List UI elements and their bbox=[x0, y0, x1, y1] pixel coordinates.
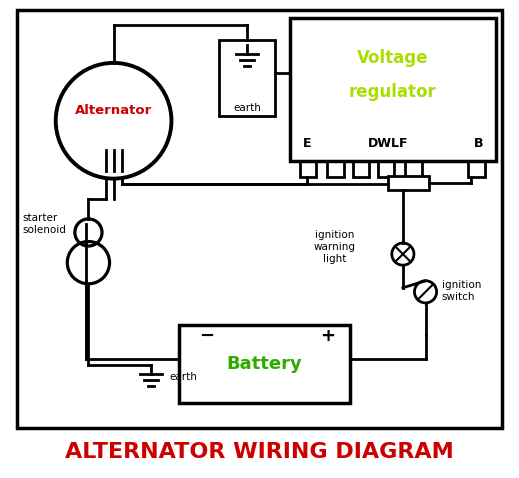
Text: DWLF: DWLF bbox=[367, 137, 408, 150]
Bar bbox=[327, 161, 344, 177]
Bar bbox=[300, 161, 317, 177]
Bar bbox=[378, 161, 394, 177]
Text: earth: earth bbox=[233, 103, 261, 113]
Bar bbox=[388, 176, 429, 190]
Bar bbox=[290, 18, 496, 161]
Text: B: B bbox=[474, 137, 483, 150]
Bar bbox=[405, 161, 422, 177]
Text: earth: earth bbox=[169, 372, 197, 382]
Text: E: E bbox=[303, 137, 311, 150]
Text: starter
solenoid: starter solenoid bbox=[22, 213, 66, 235]
Bar bbox=[468, 161, 485, 177]
Text: Battery: Battery bbox=[227, 355, 303, 372]
Text: Alternator: Alternator bbox=[75, 104, 152, 117]
Bar bbox=[179, 325, 350, 402]
Text: ignition
switch: ignition switch bbox=[442, 280, 481, 302]
Bar bbox=[17, 10, 502, 428]
Text: ALTERNATOR WIRING DIAGRAM: ALTERNATOR WIRING DIAGRAM bbox=[65, 442, 454, 462]
Text: Voltage: Voltage bbox=[357, 49, 429, 67]
Text: ignition
warning
light: ignition warning light bbox=[314, 229, 356, 263]
Text: −: − bbox=[199, 326, 214, 345]
Bar bbox=[219, 40, 275, 116]
Text: regulator: regulator bbox=[349, 83, 436, 101]
Bar bbox=[352, 161, 369, 177]
Text: +: + bbox=[320, 326, 335, 345]
